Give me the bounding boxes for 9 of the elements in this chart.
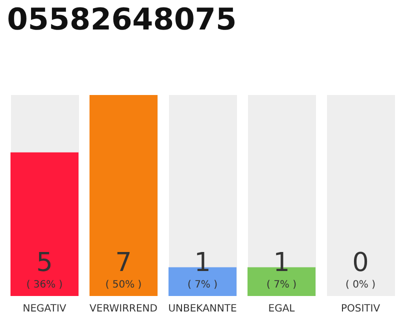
data-label: 0 ( 0% ) xyxy=(345,248,376,290)
x-tick-label: POSITIV xyxy=(340,304,380,314)
chart-title: 05582648075 xyxy=(7,2,237,38)
x-tick-label: EGAL xyxy=(268,304,296,314)
x-tick-label: UNBEKANNTE xyxy=(168,304,237,314)
data-label: 5 ( 36% ) xyxy=(26,248,63,290)
x-tick-label: VERWIRREND xyxy=(90,304,158,314)
data-label: 7 ( 50% ) xyxy=(105,248,142,290)
x-tick-label: NEGATIV xyxy=(22,304,66,314)
